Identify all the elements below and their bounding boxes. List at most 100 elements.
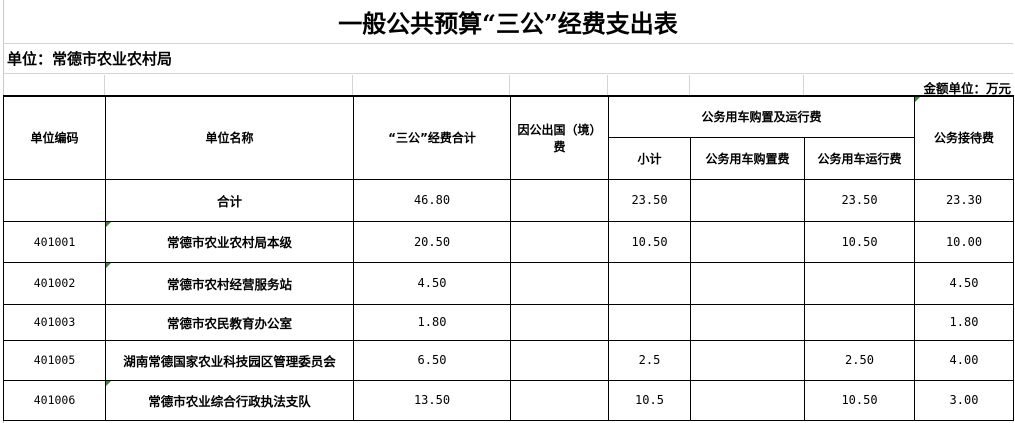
cell-total[interactable]: 46.80	[353, 178, 511, 222]
header-reception[interactable]: 公务接待费	[914, 95, 1014, 180]
cell-code[interactable]: 401003	[3, 303, 106, 341]
comment-marker-icon	[106, 380, 111, 386]
cell-reception[interactable]: 1.80	[914, 303, 1014, 341]
cell-abroad[interactable]	[510, 303, 609, 341]
cell-reception[interactable]: 4.50	[914, 261, 1014, 305]
cell-vehicle-operation-value: 10.50	[841, 234, 878, 249]
cell-code[interactable]: 401005	[3, 339, 106, 381]
cell-vehicle-subtotal-value: 23.50	[631, 193, 668, 207]
cell-vehicle-purchase[interactable]	[690, 261, 805, 305]
cell-name-value: 湖南常德国家农业科技园区管理委员会	[123, 353, 336, 369]
header-total[interactable]: “三公”经费合计	[353, 95, 511, 180]
cell-code-value: 401006	[33, 393, 76, 407]
cell-abroad[interactable]	[510, 339, 609, 381]
cell-vehicle-purchase[interactable]	[690, 379, 805, 421]
comment-marker-icon	[106, 262, 111, 268]
table-row: 合计 46.80 23.50 23.50 23.30	[3, 178, 1014, 222]
header-vehicle-operation[interactable]: 公务用车运行费	[804, 136, 915, 180]
cell-name[interactable]: 常德市农民教育办公室	[105, 303, 354, 341]
cell-total-value: 6.50	[417, 353, 447, 367]
cell-vehicle-subtotal[interactable]	[608, 303, 691, 341]
cell-code-value: 401002	[33, 276, 76, 290]
cell-total[interactable]: 1.80	[353, 303, 511, 341]
cell-reception-value: 3.00	[949, 393, 979, 407]
header-reception-label: 公务接待费	[933, 131, 994, 146]
table-body: 合计 46.80 23.50 23.50 23.30 401001 常德市农业农村局本级 20…	[3, 178, 1014, 421]
cell-abroad[interactable]	[510, 220, 609, 263]
header-vehicle-purchase[interactable]: 公务用车购置费	[690, 136, 805, 180]
header-abroad[interactable]: 因公出国（境）费	[510, 95, 609, 180]
cell-code[interactable]: 401006	[3, 379, 106, 421]
expense-table: 单位编码 单位名称 “三公”经费合计 因公出国（境）费 公务用车购置及运行费 公…	[3, 95, 1014, 421]
cell-vehicle-subtotal[interactable]	[608, 261, 691, 305]
cell-abroad[interactable]	[510, 178, 609, 222]
cell-vehicle-operation[interactable]: 10.50	[804, 220, 915, 263]
cell-vehicle-subtotal[interactable]: 10.5	[608, 379, 691, 421]
header-vehicle-subtotal[interactable]: 小计	[608, 136, 691, 180]
cell-vehicle-operation-value: 2.50	[845, 353, 874, 367]
table-row: 401003 常德市农民教育办公室 1.80 1.80	[3, 303, 1014, 341]
cell-name[interactable]: 常德市农业农村局本级	[105, 220, 354, 263]
cell-vehicle-operation[interactable]	[804, 303, 915, 341]
cell-vehicle-purchase[interactable]	[690, 339, 805, 381]
amount-unit-row: 金额单位：万元	[3, 75, 1013, 96]
cell-vehicle-subtotal-value: 2.5	[638, 353, 661, 367]
cell-code-value: 401001	[33, 234, 76, 249]
cell-abroad[interactable]	[510, 261, 609, 305]
cell-code[interactable]: 401001	[3, 220, 106, 263]
cell-code[interactable]	[3, 178, 106, 222]
cell-abroad[interactable]	[510, 379, 609, 421]
cell-reception-value: 4.50	[949, 276, 979, 290]
header-name[interactable]: 单位名称	[105, 95, 354, 180]
amount-unit-label: 金额单位：万元	[923, 81, 1011, 96]
unit-line: 单位：常德市农业农村局	[3, 43, 1013, 74]
cell-total[interactable]: 13.50	[353, 379, 511, 421]
cell-vehicle-subtotal[interactable]: 2.5	[608, 339, 691, 381]
cell-code-value: 401003	[33, 315, 76, 329]
cell-name[interactable]: 湖南常德国家农业科技园区管理委员会	[105, 339, 354, 381]
cell-vehicle-purchase[interactable]	[690, 303, 805, 341]
cell-name-value: 常德市农民教育办公室	[166, 315, 292, 331]
table-row: 401005 湖南常德国家农业科技园区管理委员会 6.50 2.5 2.50 4.00	[3, 339, 1014, 381]
cell-reception[interactable]: 23.30	[914, 178, 1014, 222]
cell-reception-value: 10.00	[945, 234, 983, 249]
cell-reception-value: 23.30	[945, 193, 983, 207]
cell-name-value: 常德市农业综合行政执法支队	[148, 393, 311, 409]
cell-reception[interactable]: 10.00	[914, 220, 1014, 263]
cell-total[interactable]: 20.50	[353, 220, 511, 263]
cell-vehicle-operation[interactable]	[804, 261, 915, 305]
cell-code[interactable]: 401002	[3, 261, 106, 305]
cell-vehicle-operation-value: 23.50	[841, 193, 878, 207]
cell-vehicle-subtotal[interactable]: 10.50	[608, 220, 691, 263]
sheet-title: 一般公共预算“三公”经费支出表	[3, 0, 1013, 44]
cell-reception-value: 1.80	[949, 315, 979, 329]
cell-vehicle-operation[interactable]: 23.50	[804, 178, 915, 222]
table-row: 401006 常德市农业综合行政执法支队 13.50 10.5 10.50 3.00	[3, 379, 1014, 421]
cell-reception[interactable]: 3.00	[914, 379, 1014, 421]
cell-total[interactable]: 4.50	[353, 261, 511, 305]
cell-total-value: 13.50	[413, 393, 451, 407]
cell-vehicle-operation[interactable]: 10.50	[804, 379, 915, 421]
cell-total-value: 1.80	[417, 315, 447, 329]
header-vehicle-group[interactable]: 公务用车购置及运行费	[608, 95, 915, 138]
cell-vehicle-operation-value: 10.50	[841, 393, 878, 407]
cell-vehicle-operation[interactable]: 2.50	[804, 339, 915, 381]
cell-reception-value: 4.00	[949, 353, 979, 367]
header-code[interactable]: 单位编码	[3, 95, 106, 180]
comment-marker-icon	[106, 221, 111, 227]
table-row: 401002 常德市农村经营服务站 4.50 4.50	[3, 261, 1014, 305]
cell-name-value: 合计	[216, 193, 242, 209]
cell-reception[interactable]: 4.00	[914, 339, 1014, 381]
cell-name[interactable]: 常德市农村经营服务站	[105, 261, 354, 305]
cell-vehicle-subtotal-value: 10.50	[631, 234, 668, 249]
cell-name[interactable]: 合计	[105, 178, 354, 222]
cell-vehicle-subtotal[interactable]: 23.50	[608, 178, 691, 222]
cell-total-value: 4.50	[417, 276, 447, 290]
cell-name[interactable]: 常德市农业综合行政执法支队	[105, 379, 354, 421]
cell-code-value: 401005	[33, 353, 76, 367]
comment-marker-icon	[915, 97, 920, 102]
cell-total-value: 46.80	[413, 193, 451, 207]
cell-vehicle-purchase[interactable]	[690, 178, 805, 222]
cell-vehicle-purchase[interactable]	[690, 220, 805, 263]
cell-total[interactable]: 6.50	[353, 339, 511, 381]
